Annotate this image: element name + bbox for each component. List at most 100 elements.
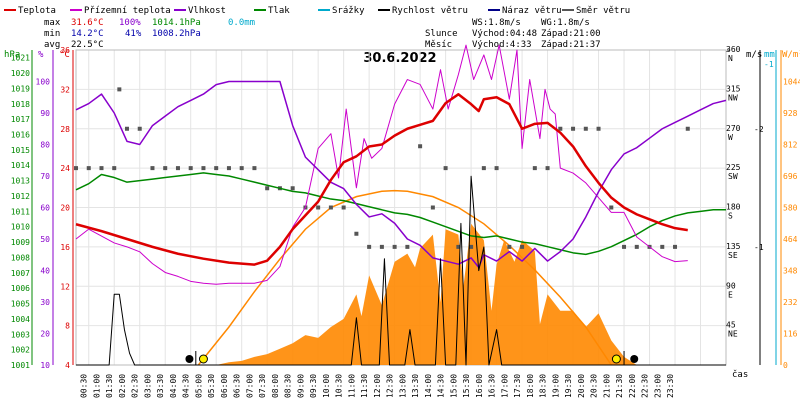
legend-label: Náraz větru [502, 6, 562, 16]
wind-direction-point [74, 166, 78, 171]
wind-direction-point [112, 166, 117, 171]
wind-direction-point [673, 244, 678, 249]
solar-tick-label: 232 [783, 298, 798, 307]
solar-tick-label: 580 [783, 204, 798, 213]
pct-tick-label: 90 [40, 109, 50, 118]
legend-label: Přízemní teplota [84, 6, 171, 16]
wind-direction-point [252, 166, 257, 171]
time-tick-label: 05:30 [207, 374, 216, 398]
wind-direction-point [150, 166, 155, 171]
temp-tick-label: 36 [60, 46, 70, 55]
wind-direction-point [392, 244, 397, 249]
wind-direction-point [622, 244, 627, 249]
temp-tick-label: 28 [60, 125, 70, 134]
temp-tick-label: 8 [65, 322, 70, 331]
solar-tick-label: 696 [783, 172, 798, 181]
dir-tick-deg: 90 [726, 281, 736, 290]
time-tick-label: 09:00 [296, 374, 305, 398]
info-ws: WS:1.8m/s [472, 18, 521, 28]
time-tick-label: 03:30 [156, 374, 165, 398]
wind-direction-point [86, 166, 91, 171]
wind-direction-point [507, 244, 512, 249]
dir-tick-dir: SE [728, 251, 738, 260]
wind-direction-point [418, 144, 423, 149]
stats-min-hum: 41% [125, 29, 142, 39]
legend-label: Tlak [268, 6, 290, 16]
wind-direction-point [660, 244, 665, 249]
theoretical-radiation-line [197, 189, 612, 366]
hpa-tick-label: 1006 [11, 284, 30, 293]
axis-header-cas: čas [732, 369, 748, 380]
wind-direction-point [634, 244, 639, 249]
time-tick-label: 08:00 [271, 374, 280, 398]
dir-tick-deg: 45 [726, 321, 736, 330]
dir-tick-dir: W [728, 133, 733, 142]
pct-tick-label: 40 [40, 267, 50, 276]
wind-direction-point [545, 166, 550, 171]
wind-direction-point [379, 244, 384, 249]
time-tick-label: 16:30 [488, 374, 497, 398]
axis-header-hpa: hPa [4, 50, 20, 60]
pct-tick-label: 80 [40, 141, 50, 150]
hpa-tick-label: 1017 [11, 115, 30, 124]
hpa-tick-label: 1015 [11, 146, 30, 155]
time-tick-label: 20:30 [590, 374, 599, 398]
pct-tick-label: 60 [40, 204, 50, 213]
time-tick-label: 19:00 [551, 374, 560, 398]
wind-direction-point [226, 166, 231, 171]
hpa-tick-label: 1016 [11, 131, 30, 140]
dir-tick-deg: 180 [726, 203, 741, 212]
wind-direction-point [367, 244, 372, 249]
wind-direction-point [316, 205, 321, 210]
dir-tick-deg: 315 [726, 84, 741, 93]
dir-tick-deg: 135 [726, 242, 741, 251]
temp-tick-label: 4 [65, 361, 70, 370]
legend-label: Teplota [18, 6, 56, 16]
pct-tick-label: 70 [40, 172, 50, 181]
wind-speed-line [76, 175, 726, 366]
hpa-tick-label: 1007 [11, 269, 30, 278]
time-tick-label: 12:30 [386, 374, 395, 398]
time-tick-label: 09:30 [309, 374, 318, 398]
stats-max-temp: 31.6°C [71, 18, 104, 28]
legend: Teplota Přízemní teplota Vlhkost Tlak Srážky… [4, 6, 630, 16]
legend-label: Rychlost větru [392, 6, 468, 16]
info-slunce: Slunce [425, 29, 458, 39]
axis-header-mm: mm [764, 50, 775, 60]
pct-tick-label: 10 [40, 361, 50, 370]
time-tick-label: 16:00 [475, 374, 484, 398]
solar-tick-label: 348 [783, 267, 798, 276]
stats-avg-temp: 22.5°C [71, 40, 104, 50]
wind-direction-point [469, 244, 474, 249]
wind-direction-point [532, 166, 537, 171]
hpa-tick-label: 1008 [11, 253, 30, 262]
wind-direction-point [163, 166, 168, 171]
info-moon-rise: Východ:4:33 [472, 40, 532, 50]
time-tick-label: 07:30 [258, 374, 267, 398]
hpa-tick-label: 1013 [11, 177, 30, 186]
wind-direction-point [201, 166, 206, 171]
hpa-tick-label: 1019 [11, 84, 30, 93]
stats-max-rain: 0.0mm [228, 18, 255, 28]
time-tick-label: 23:00 [653, 374, 662, 398]
hpa-tick-label: 1004 [11, 315, 30, 324]
wind-direction-point [239, 166, 244, 171]
humidity-line [75, 80, 727, 269]
wind-direction-point [175, 166, 180, 171]
solar-radiation-area [216, 223, 637, 365]
hpa-tick-label: 1014 [11, 161, 30, 170]
solar-tick-label: 464 [783, 235, 798, 244]
temperature-line [75, 93, 688, 266]
wind-direction-point [456, 244, 461, 249]
sun-moon-markers [185, 351, 639, 365]
dir-tick-deg: 225 [726, 163, 741, 172]
hpa-tick-label: 1018 [11, 100, 30, 109]
wind-direction-point [583, 126, 588, 131]
time-tick-label: 01:30 [105, 374, 114, 398]
axis-header-ms: m/s [746, 50, 762, 60]
axis-header-pct: % [38, 50, 44, 60]
time-tick-label: 10:30 [335, 374, 344, 398]
wind-direction-point [188, 166, 193, 171]
wind-direction-point [494, 166, 499, 171]
